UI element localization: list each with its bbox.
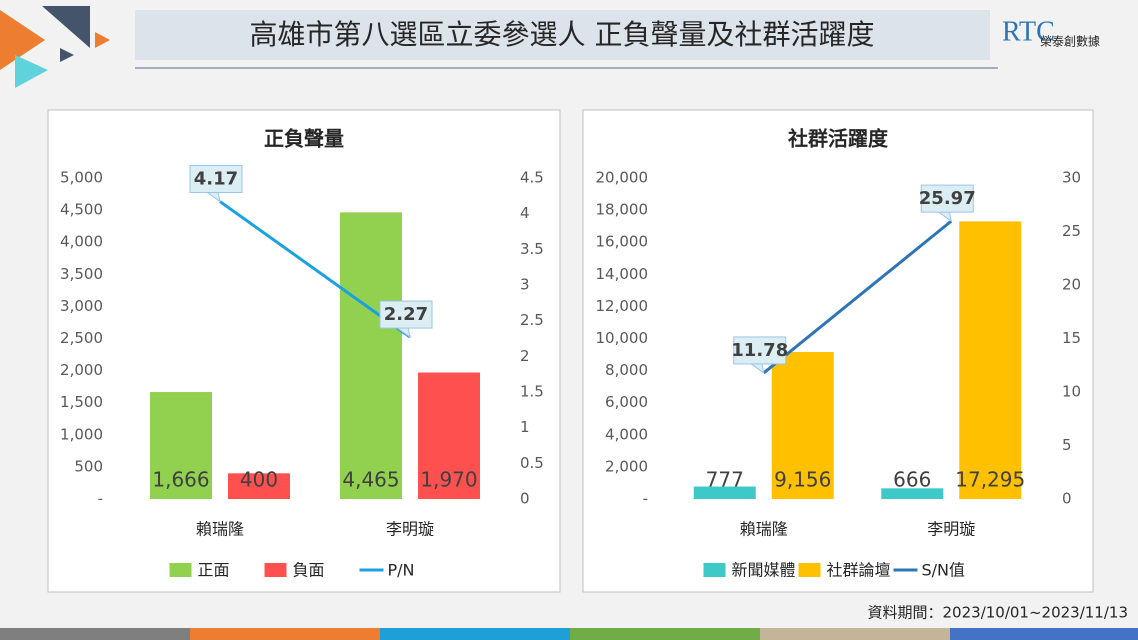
y2-tick-label: 4.5 xyxy=(520,169,544,187)
y-tick-label: 18,000 xyxy=(596,201,649,219)
chart-title: 正負聲量 xyxy=(264,127,344,151)
y-tick-label: 4,000 xyxy=(605,425,648,443)
line-label: 2.27 xyxy=(384,304,428,325)
y-tick-label: 14,000 xyxy=(596,265,649,283)
bar xyxy=(340,212,402,500)
decor xyxy=(0,10,45,70)
decor xyxy=(95,32,110,48)
legend-label: 正面 xyxy=(198,561,230,580)
decor xyxy=(15,55,48,88)
y2-tick-label: 2 xyxy=(520,347,530,365)
value-label: 666 xyxy=(893,468,931,492)
value-label: 400 xyxy=(240,468,278,492)
y-tick-label: 20,000 xyxy=(596,169,649,187)
y2-tick-label: 3 xyxy=(520,276,530,294)
y-tick-label: 1,500 xyxy=(60,393,103,411)
legend-label: P/N xyxy=(388,561,415,580)
logo-name: 榮泰創數據 xyxy=(1040,35,1100,49)
y-tick-label: - xyxy=(643,490,648,508)
y-tick-label: 3,000 xyxy=(60,297,103,315)
y2-tick-label: 0.5 xyxy=(520,454,544,472)
y2-tick-label: 4 xyxy=(520,204,530,222)
y-tick-label: 2,000 xyxy=(605,457,648,475)
legend-swatch xyxy=(169,563,192,577)
y2-tick-label: 1.5 xyxy=(520,383,544,401)
x-tick-label: 賴瑞隆 xyxy=(740,520,788,539)
y2-tick-label: 2.5 xyxy=(520,311,544,329)
bar xyxy=(959,221,1022,499)
bar xyxy=(418,372,480,499)
callout xyxy=(733,336,787,365)
value-label: 17,295 xyxy=(955,468,1025,492)
legend-label: 新聞媒體 xyxy=(732,561,796,580)
legend-swatch xyxy=(703,563,726,577)
y2-tick-label: 5 xyxy=(1062,436,1072,454)
decor xyxy=(42,6,90,48)
callout xyxy=(189,165,243,194)
y-tick-label: 2,000 xyxy=(60,361,103,379)
y2-tick-label: 30 xyxy=(1062,169,1081,187)
y2-tick-label: 25 xyxy=(1062,222,1081,240)
value-label: 777 xyxy=(706,468,744,492)
slide-title: 高雄市第八選區立委參選人 正負聲量及社群活躍度 xyxy=(250,18,875,51)
line-label: 25.97 xyxy=(919,188,976,209)
bar xyxy=(150,392,212,499)
y-tick-label: 500 xyxy=(74,457,103,475)
y2-tick-label: 3.5 xyxy=(520,240,544,258)
y2-tick-label: 15 xyxy=(1062,329,1081,347)
legend-label: 社群論壇 xyxy=(827,561,891,580)
value-label: 9,156 xyxy=(774,468,831,492)
y2-tick-label: 10 xyxy=(1062,383,1081,401)
note: 資料期間：2023/10/01~2023/11/13 xyxy=(868,604,1128,622)
logo-mark: RTC xyxy=(1002,16,1055,47)
legend-label: 負面 xyxy=(293,561,325,580)
y-tick-label: 8,000 xyxy=(605,361,648,379)
stripe xyxy=(190,628,380,640)
y2-tick-label: 0 xyxy=(1062,490,1072,508)
x-tick-label: 李明璇 xyxy=(386,520,434,539)
stripe xyxy=(760,628,950,640)
y2-tick-label: 20 xyxy=(1062,276,1081,294)
legend-swatch xyxy=(264,563,287,577)
legend-label: S/N值 xyxy=(922,561,966,580)
line-label: 4.17 xyxy=(194,169,238,190)
y2-tick-label: 1 xyxy=(520,418,530,436)
stripe xyxy=(570,628,760,640)
line xyxy=(762,219,953,375)
y-tick-label: - xyxy=(98,490,103,508)
decor xyxy=(60,48,74,62)
y-tick-label: 6,000 xyxy=(605,393,648,411)
chart-title: 社群活躍度 xyxy=(787,127,889,151)
bar xyxy=(771,352,834,499)
line-label: 11.78 xyxy=(731,340,788,361)
y-tick-label: 16,000 xyxy=(596,233,649,251)
callout xyxy=(920,184,974,213)
y-tick-label: 4,000 xyxy=(60,233,103,251)
bar xyxy=(881,488,944,499)
panel xyxy=(47,109,561,593)
value-label: 1,970 xyxy=(420,468,477,492)
y-tick-label: 4,500 xyxy=(60,201,103,219)
value-label: 1,666 xyxy=(152,468,209,492)
y-tick-label: 3,500 xyxy=(60,265,103,283)
line xyxy=(219,200,411,339)
value-label: 4,465 xyxy=(342,468,399,492)
y-tick-label: 10,000 xyxy=(596,329,649,347)
bar xyxy=(228,473,290,499)
y-tick-label: 12,000 xyxy=(596,297,649,315)
legend-swatch xyxy=(798,563,821,577)
title-box xyxy=(135,10,990,60)
callout xyxy=(379,300,433,329)
y2-tick-label: 0 xyxy=(520,490,530,508)
stripe xyxy=(0,628,190,640)
stripe xyxy=(380,628,570,640)
y-tick-label: 5,000 xyxy=(60,169,103,187)
stripe xyxy=(950,628,1138,640)
y-tick-label: 1,000 xyxy=(60,425,103,443)
y-tick-label: 2,500 xyxy=(60,329,103,347)
bar xyxy=(693,486,756,499)
x-tick-label: 李明璇 xyxy=(927,520,975,539)
x-tick-label: 賴瑞隆 xyxy=(196,520,244,539)
